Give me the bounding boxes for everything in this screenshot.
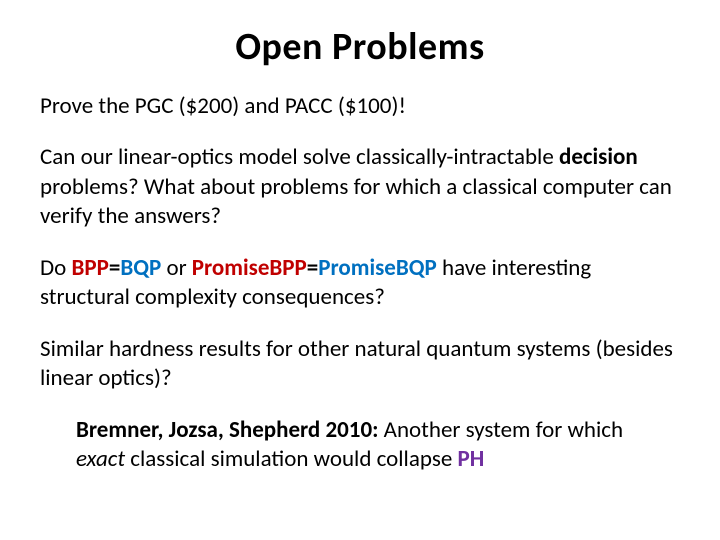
paragraph-pgc-pacc: Prove the PGC ($200) and PACC ($100)! — [40, 92, 680, 121]
text-run: problems? What about problems for which … — [40, 173, 672, 230]
class-promisebqp: PromiseBQP — [318, 254, 437, 282]
text-run: Can our linear-optics model solve classi… — [40, 143, 559, 171]
paragraph-bremner: Bremner, Jozsa, Shepherd 2010: Another s… — [76, 416, 670, 475]
text-run: Another system for which — [378, 416, 623, 444]
class-bpp: BPP — [71, 254, 108, 282]
text-run-bold: = — [307, 254, 318, 282]
text-run: or — [161, 254, 192, 282]
text-run-bold: Bremner, Jozsa, Shepherd 2010: — [76, 416, 378, 444]
text-run: Do — [40, 254, 71, 282]
text-run: classical simulation would collapse — [125, 445, 457, 473]
text-run-bold: = — [109, 254, 120, 282]
class-promisebpp: PromiseBPP — [192, 254, 307, 282]
paragraph-decision: Can our linear-optics model solve classi… — [40, 143, 680, 231]
slide-title: Open Problems — [40, 24, 680, 70]
text-run-bold: decision — [559, 143, 638, 171]
text-run: Similar hardness results for other natur… — [40, 335, 673, 392]
paragraph-hardness: Similar hardness results for other natur… — [40, 335, 680, 394]
class-bqp: BQP — [120, 254, 161, 282]
slide-container: Open Problems Prove the PGC ($200) and P… — [0, 0, 720, 540]
text-run-italic: exact — [76, 445, 125, 473]
class-ph: PH — [457, 445, 484, 473]
paragraph-bpp-bqp: Do BPP=BQP or PromiseBPP=PromiseBQP have… — [40, 254, 680, 313]
text-run: Prove the PGC ($200) and PACC ($100)! — [40, 92, 406, 120]
